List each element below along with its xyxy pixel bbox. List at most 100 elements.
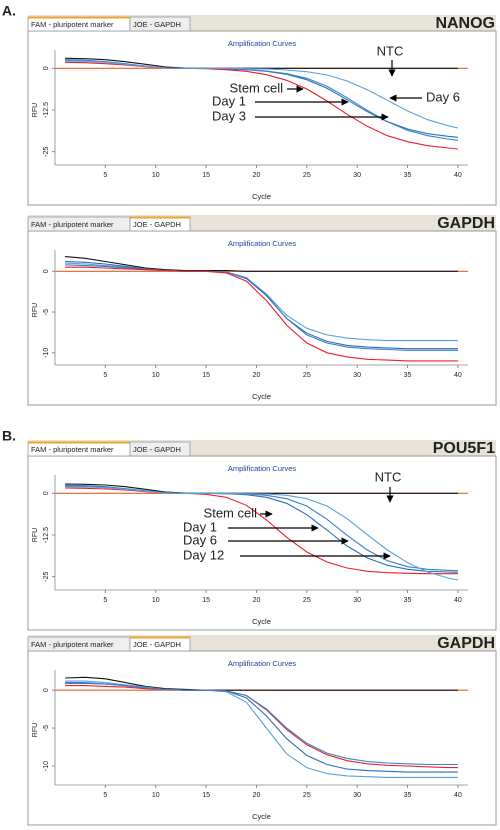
x-tick-label: 40 [454, 597, 462, 604]
x-tick-label: 30 [353, 172, 361, 179]
chart-title: Amplification Curves [228, 464, 297, 473]
x-axis-label: Cycle [252, 812, 271, 821]
y-axis-label: RFU [32, 303, 39, 317]
chart-title: Amplification Curves [228, 239, 297, 248]
y-tick-label: -25 [43, 147, 50, 157]
x-tick-label: 35 [404, 792, 412, 799]
x-axis-label: Cycle [252, 392, 271, 401]
x-tick-label: 40 [454, 372, 462, 379]
tab-label: FAM - pluripotent marker [31, 220, 114, 229]
annotation: Day 1 [212, 93, 246, 108]
x-tick-label: 5 [103, 372, 107, 379]
y-tick-label: -10 [43, 761, 50, 771]
x-tick-label: 10 [152, 172, 160, 179]
x-tick-label: 15 [202, 172, 210, 179]
x-tick-label: 20 [253, 372, 261, 379]
tab-label: JOE - GAPDH [133, 20, 181, 29]
annotation: Day 3 [212, 108, 246, 123]
curve [65, 484, 458, 572]
panel-label: A. [2, 3, 16, 19]
gene-label: GAPDH [437, 215, 495, 232]
tab-label: FAM - pluripotent marker [31, 20, 114, 29]
x-tick-label: 10 [152, 372, 160, 379]
x-tick-label: 20 [253, 597, 261, 604]
x-axis-label: Cycle [252, 617, 271, 626]
tab-label: JOE - GAPDH [133, 220, 181, 229]
x-tick-label: 25 [303, 372, 311, 379]
x-tick-label: 15 [202, 792, 210, 799]
y-axis-label: RFU [32, 103, 39, 117]
gene-label: NANOG [435, 15, 495, 32]
curve [65, 685, 458, 769]
x-tick-label: 25 [303, 597, 311, 604]
x-tick-label: 10 [152, 792, 160, 799]
x-tick-label: 20 [253, 172, 261, 179]
tab[interactable] [129, 441, 191, 457]
y-tick-label: -12.5 [43, 102, 50, 118]
x-axis-label: Cycle [252, 192, 271, 201]
x-tick-label: 25 [303, 792, 311, 799]
y-tick-label: -25 [43, 572, 50, 582]
chart-title: Amplification Curves [228, 659, 297, 668]
annotation: NTC [377, 43, 404, 58]
annotation: NTC [375, 469, 402, 484]
x-tick-label: 5 [103, 792, 107, 799]
curve [65, 682, 458, 766]
x-tick-label: 35 [404, 597, 412, 604]
x-tick-label: 30 [353, 792, 361, 799]
curve [65, 486, 459, 581]
curve [65, 264, 458, 351]
curve [65, 256, 458, 272]
curve [65, 676, 458, 691]
x-tick-label: 30 [353, 597, 361, 604]
x-tick-label: 40 [454, 792, 462, 799]
y-axis-label: RFU [32, 528, 39, 542]
y-axis-label: RFU [32, 723, 39, 737]
x-tick-label: 15 [202, 372, 210, 379]
curve [65, 680, 458, 778]
y-tick-label: -10 [43, 348, 50, 358]
y-tick-label: 0 [43, 66, 50, 70]
x-tick-label: 35 [404, 172, 412, 179]
y-tick-label: 0 [43, 491, 50, 495]
x-tick-label: 40 [454, 172, 462, 179]
x-tick-label: 5 [103, 597, 107, 604]
chart-title: Amplification Curves [228, 39, 297, 48]
y-tick-label: 0 [43, 269, 50, 273]
frame [27, 230, 497, 406]
frame [27, 650, 497, 826]
gene-label: POU5F1 [433, 440, 495, 457]
x-tick-label: 30 [353, 372, 361, 379]
y-tick-label: 0 [43, 688, 50, 692]
curve [65, 60, 459, 129]
annotation: Day 12 [183, 547, 224, 562]
gene-label: GAPDH [437, 635, 495, 652]
x-tick-label: 15 [202, 597, 210, 604]
annotation: Day 6 [426, 89, 460, 104]
frame [27, 30, 497, 206]
curve [65, 57, 458, 69]
tab-label: FAM - pluripotent marker [31, 445, 114, 454]
x-tick-label: 10 [152, 597, 160, 604]
tab[interactable] [129, 16, 191, 32]
x-tick-label: 35 [404, 372, 412, 379]
curve [65, 61, 458, 150]
curve [65, 266, 458, 362]
tab-label: JOE - GAPDH [133, 445, 181, 454]
annotation: Stem cell [204, 505, 258, 520]
x-tick-label: 25 [303, 172, 311, 179]
x-tick-label: 5 [103, 172, 107, 179]
curve [65, 487, 458, 575]
annotation: Stem cell [230, 80, 284, 95]
annotation: Day 6 [183, 532, 217, 547]
annotation: Day 1 [183, 519, 217, 534]
x-tick-label: 20 [253, 792, 261, 799]
tab-label: JOE - GAPDH [133, 640, 181, 649]
y-tick-label: -5 [43, 309, 50, 315]
tab-label: FAM - pluripotent marker [31, 640, 114, 649]
frame [27, 455, 497, 631]
y-tick-label: -5 [43, 725, 50, 731]
panel-label: B. [2, 428, 16, 444]
